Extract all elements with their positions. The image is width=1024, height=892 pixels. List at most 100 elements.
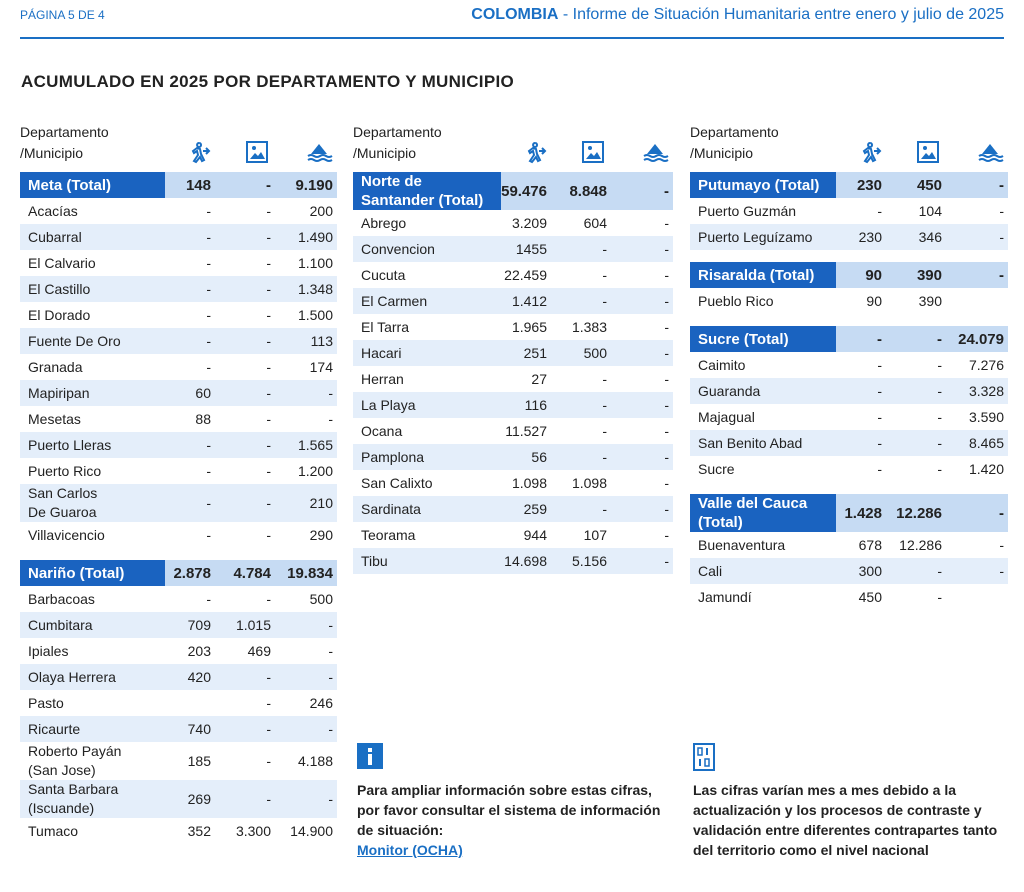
total-row: Putumayo (Total) 230 450- — [690, 172, 1008, 198]
value-cell: 346 — [886, 224, 946, 250]
department-table: Norte de Santander (Total) 59.476 8.848- Ab… — [353, 172, 673, 574]
department-table: Sucre (Total) - -24.079 Caimito - -7.276 Guara… — [690, 326, 1008, 482]
value-cell: 944 — [523, 526, 547, 543]
value-cell: 7.276 — [968, 356, 1004, 373]
value-cell: 148 — [165, 172, 215, 198]
value-cell: 88 — [195, 410, 211, 427]
value-cell: 3.300 — [235, 822, 271, 839]
value-cell: - — [611, 288, 673, 314]
name-cell: El Tarra — [361, 318, 409, 335]
total-row: Sucre (Total) - -24.079 — [690, 326, 1008, 352]
name-cell: Ocana — [361, 422, 403, 439]
value-cell: - — [836, 378, 886, 404]
value-cell: - — [215, 380, 275, 406]
value-cell: - — [946, 224, 1008, 250]
value-cell: - — [206, 202, 211, 219]
value-cell: 8.848 — [551, 172, 611, 210]
value-cell: 56 — [501, 444, 551, 470]
flood-icon — [643, 144, 669, 162]
municipality-row: Caimito - - 7.276 — [690, 352, 1008, 378]
name-cell: Teorama — [361, 526, 416, 543]
municipality-row: Pueblo Rico 90 390 — [690, 288, 1008, 314]
value-cell: 12.286 — [886, 494, 946, 532]
value-cell: - — [836, 430, 886, 456]
value-cell: 107 — [583, 526, 607, 543]
value-cell: - — [611, 496, 673, 522]
value-cell: 19.834 — [275, 560, 337, 586]
municipality-row: Majagual - - 3.590 — [690, 404, 1008, 430]
department-table: Meta (Total) 148-9.190 Acacías - -200 Cubarra… — [20, 172, 337, 548]
name-cell: Cali — [690, 558, 836, 584]
value-cell: - — [999, 536, 1004, 553]
municipality-row: Puerto Guzmán - 104 - — [690, 198, 1008, 224]
value-cell: - — [266, 462, 271, 479]
value-cell: - — [266, 358, 271, 375]
value-cell: - — [206, 306, 211, 323]
name-cell: Sucre — [698, 460, 735, 477]
note-link[interactable]: Monitor (OCHA) — [357, 842, 463, 858]
municipality-row: Acacías - - 200 — [20, 198, 337, 224]
value-cell: 251 — [501, 340, 551, 366]
name-cell: Cubarral — [20, 224, 165, 250]
municipality-row: Cumbitara 709 1.015- — [20, 612, 337, 638]
value-cell: - — [215, 328, 275, 354]
value-cell: 3.328 — [946, 378, 1008, 404]
municipality-row: Buenaventura 678 12.286 - — [690, 532, 1008, 558]
municipality-row: Ricaurte 740- - — [20, 716, 337, 742]
value-cell: - — [611, 172, 673, 210]
value-cell: - — [602, 266, 607, 283]
value-cell: 1.965 — [511, 318, 547, 335]
value-cell: 8.465 — [946, 430, 1008, 456]
municipality-row: Cubarral - -1.490 — [20, 224, 337, 250]
name-cell: Buenaventura — [698, 536, 786, 553]
value-cell: - — [611, 340, 673, 366]
value-cell: 2.878 — [165, 560, 215, 586]
value-cell: - — [275, 716, 337, 742]
value-cell: - — [946, 558, 1008, 584]
department-table: Nariño (Total) 2.878 4.784 19.834 Barbacoas -… — [20, 560, 337, 844]
value-cell: 246 — [309, 694, 333, 711]
flood-icon — [307, 144, 333, 162]
report-title: COLOMBIA - Informe de Situación Humanita… — [471, 6, 1004, 24]
value-cell: 174 — [309, 358, 333, 375]
value-cell: - — [886, 326, 946, 352]
value-cell: - — [165, 484, 215, 522]
value-cell: - — [946, 494, 1008, 532]
municipality-row: Mapiripan 60- - — [20, 380, 337, 406]
value-cell: 185 — [187, 752, 211, 769]
title: - Informe de Situación Humanitaria entre… — [562, 6, 1004, 23]
value-cell: 3.209 — [511, 214, 547, 231]
municipality-row: San Carlos De Guaroa - -210 — [20, 484, 337, 522]
value-cell — [946, 288, 1008, 314]
value-cell: - — [215, 484, 275, 522]
name-cell: Mesetas — [28, 410, 81, 427]
value-cell: 1.348 — [275, 276, 337, 302]
name-cell: Ipiales — [28, 642, 69, 659]
value-cell: 113 — [275, 328, 337, 354]
value-cell: 9.190 — [275, 172, 337, 198]
value-cell: 1.098 — [571, 474, 607, 491]
confinement-icon — [582, 141, 604, 163]
value-cell: - — [215, 224, 275, 250]
value-cell: - — [611, 444, 673, 470]
municipality-row: Tibu 14.698 5.156- — [353, 548, 673, 574]
municipality-row: Puerto Leguízamo 230 346- — [690, 224, 1008, 250]
value-cell: - — [206, 462, 211, 479]
value-cell: - — [206, 358, 211, 375]
confinement-icon — [917, 141, 939, 163]
note-text: Para ampliar información sobre estas cif… — [357, 782, 661, 838]
value-cell: 450 — [886, 172, 946, 198]
value-cell: - — [266, 694, 271, 711]
municipality-row: Abrego 3.209 604 - — [353, 210, 673, 236]
name-cell: El Carmen — [353, 288, 501, 314]
value-cell: - — [877, 408, 882, 425]
value-cell: 1.383 — [571, 318, 607, 335]
value-cell: 1.015 — [215, 612, 275, 638]
value-cell: 59.476 — [501, 172, 551, 210]
value-cell: 390 — [886, 262, 946, 288]
value-cell: - — [664, 370, 669, 387]
municipality-row: Pasto - 246 — [20, 690, 337, 716]
value-cell: - — [275, 664, 337, 690]
value-cell: - — [664, 214, 669, 231]
name-cell: Barbacoas — [28, 590, 95, 607]
